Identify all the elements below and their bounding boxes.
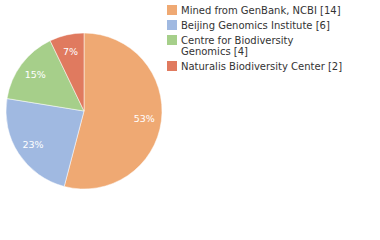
- data-label: 53%: [134, 113, 155, 124]
- pie-slice: [50, 33, 84, 111]
- pie-slice: [6, 99, 84, 187]
- legend-swatch: [167, 5, 177, 15]
- chart: 53% 23% 15% 7% Mined from GenBank, NCBI [14]…: [0, 0, 380, 240]
- data-label: 7%: [63, 46, 78, 57]
- legend-label: Naturalis Biodiversity Center [2]: [181, 61, 342, 72]
- page: {"chart_data": {"type": "pie", "categori…: [0, 0, 380, 240]
- legend-label: Mined from GenBank, NCBI [14]: [181, 5, 341, 16]
- legend: Mined from GenBank, NCBI [14] Beijing Gen…: [167, 5, 342, 72]
- legend-swatch: [167, 20, 177, 30]
- legend-swatch: [167, 61, 177, 71]
- pie: [6, 33, 162, 189]
- legend-label: Beijing Genomics Institute [6]: [181, 20, 330, 31]
- data-label: 15%: [25, 69, 46, 80]
- legend-label: Centre for BiodiversityGenomics [4]: [181, 35, 294, 57]
- data-label: 23%: [22, 139, 43, 150]
- legend-swatch: [167, 35, 177, 45]
